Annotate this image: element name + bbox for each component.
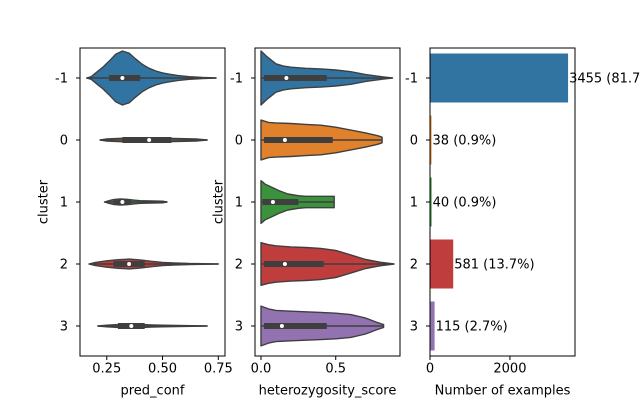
bar-data-label-0: 38 (0.9%) <box>433 134 497 149</box>
bar-data-label--1: 3455 (81.7 <box>569 72 640 87</box>
violin-panel-heterozygosity: -1 0 1 2 3 0.0 0.5 heterozygosity_score cluster <box>212 47 401 399</box>
violin-iqr-box--1 <box>109 75 141 81</box>
y-tick-label-3: 3 <box>235 320 243 335</box>
y-tick-label-0: 0 <box>235 134 243 149</box>
y-tick-label-1: 1 <box>60 196 68 211</box>
violin-iqr-box--1 <box>263 75 327 81</box>
y-axis-label: cluster <box>212 179 227 224</box>
y-tick-label-1: 1 <box>410 196 418 211</box>
violin-median-0 <box>282 138 287 142</box>
y-tick-label-1: 1 <box>235 196 243 211</box>
x-tick-label: 0.25 <box>92 362 121 377</box>
x-tick-label: 2000 <box>493 362 526 377</box>
violin-median-1 <box>270 200 275 204</box>
violin-median-2 <box>127 262 132 266</box>
y-tick-label-2: 2 <box>410 258 418 273</box>
y-tick-label--1: -1 <box>230 72 243 87</box>
x-tick-label: 0.75 <box>204 362 233 377</box>
x-tick-label: 0.0 <box>251 362 272 377</box>
y-tick-label-2: 2 <box>60 258 68 273</box>
bar-1 <box>430 177 432 227</box>
violin-median--1 <box>284 76 289 80</box>
y-tick-label--1: -1 <box>55 72 68 87</box>
violin-panel-pred-conf: -1 0 1 2 3 0.25 0.50 0.75 pred_conf cluster <box>37 47 233 399</box>
bar-data-label-1: 40 (0.9%) <box>433 196 497 211</box>
bar-0 <box>430 115 432 165</box>
x-tick-label: 0.50 <box>148 362 177 377</box>
violin-iqr-box-0 <box>263 137 333 143</box>
violin-median-2 <box>282 262 287 266</box>
x-tick-label: 0.5 <box>325 362 346 377</box>
y-tick-label-3: 3 <box>60 320 68 335</box>
violin-median-1 <box>120 200 125 204</box>
bar-data-label-3: 115 (2.7%) <box>436 320 508 335</box>
y-tick-label-2: 2 <box>235 258 243 273</box>
violin-median-0 <box>147 138 152 142</box>
bar-panel-examples: 3455 (81.7 38 (0.9%) 40 (0.9%) 581 (13.7%) 1… <box>405 47 640 399</box>
bar-3 <box>430 301 435 351</box>
violin-iqr-box-0 <box>122 137 172 143</box>
violin-median-3 <box>129 324 134 328</box>
violin-iqr-box-2 <box>263 261 324 267</box>
bar-2 <box>430 239 454 289</box>
violin-median--1 <box>120 76 125 80</box>
x-axis-label: pred_conf <box>121 384 185 399</box>
x-axis-label: Number of examples <box>435 384 571 399</box>
y-tick-label-0: 0 <box>60 134 68 149</box>
bar--1 <box>430 53 569 103</box>
y-axis-label: cluster <box>37 179 52 224</box>
violin-iqr-box-1 <box>262 199 299 205</box>
y-tick-label--1: -1 <box>405 72 418 87</box>
bar-data-label-2: 581 (13.7%) <box>454 258 534 273</box>
x-tick-label: 0 <box>426 362 434 377</box>
x-axis-label: heterozygosity_score <box>259 384 397 399</box>
y-tick-label-0: 0 <box>410 134 418 149</box>
y-tick-label-3: 3 <box>410 320 418 335</box>
violin-median-3 <box>279 324 284 328</box>
violin-iqr-box-3 <box>263 323 327 329</box>
